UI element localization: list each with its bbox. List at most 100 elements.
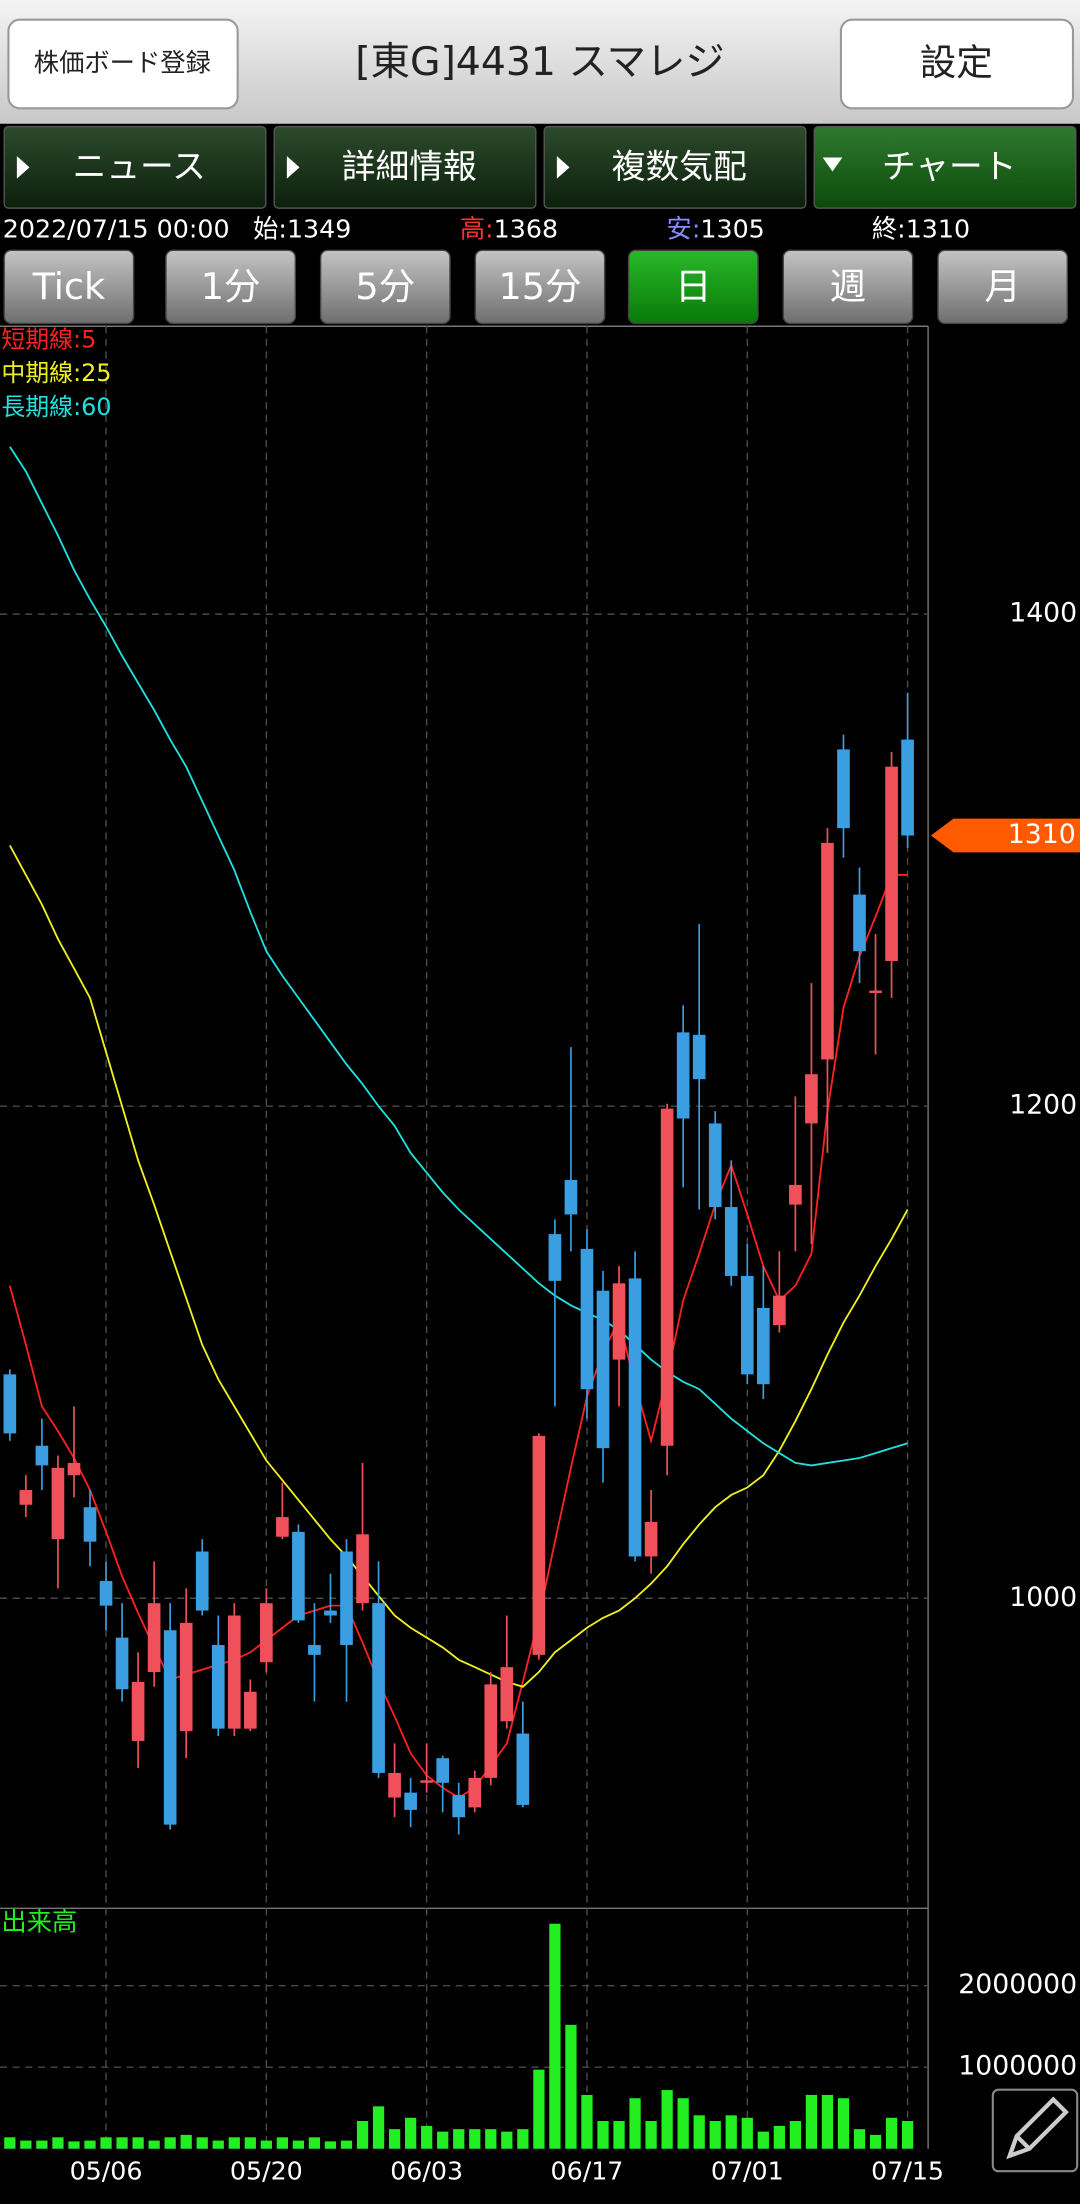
edit-button[interactable] <box>991 2088 1079 2173</box>
candle-body <box>115 1637 129 1690</box>
volume-bar <box>885 2117 898 2149</box>
tab[interactable]: チャート <box>813 125 1077 209</box>
timeframe-label: 15分 <box>498 265 581 308</box>
candle-body <box>372 1603 385 1773</box>
candle-body <box>853 894 866 952</box>
candle-body <box>885 766 898 962</box>
quote-datetime: 2022/07/15 00:00 <box>3 215 230 244</box>
candle-body <box>276 1517 289 1537</box>
candle-body <box>612 1283 626 1360</box>
candle-body <box>67 1462 81 1476</box>
tab-arrow <box>16 156 30 179</box>
candle-body <box>724 1207 738 1276</box>
volume-bar <box>36 2140 48 2149</box>
timeframe-button[interactable]: Tick <box>3 249 135 325</box>
quote-high-label: 高: <box>460 215 494 244</box>
y-tick-label: 1000 <box>1009 1582 1077 1613</box>
volume-bar <box>773 2125 785 2149</box>
tab[interactable]: 詳細情報 <box>273 125 537 209</box>
volume-bar <box>725 2115 737 2149</box>
candle-body <box>420 1780 433 1783</box>
volume-bar <box>84 2140 96 2149</box>
timeframe-button[interactable]: 5分 <box>319 249 451 325</box>
timeframe-label: 月 <box>984 265 1021 308</box>
candle-body <box>628 1278 642 1557</box>
candle-body <box>452 1795 466 1818</box>
timeframe-label: Tick <box>32 265 106 308</box>
timeframe-button[interactable]: 1分 <box>165 249 297 325</box>
candle-body <box>692 1034 706 1080</box>
candle-body <box>83 1507 97 1542</box>
board-button-label: 株価ボード登録 <box>34 49 211 78</box>
candle-body <box>243 1691 257 1729</box>
volume-bar <box>340 2140 353 2149</box>
y-tick-label: 1000000 <box>958 2051 1077 2082</box>
volume-bar <box>805 2094 818 2149</box>
volume-bar <box>228 2137 240 2149</box>
volume-bar <box>485 2129 497 2149</box>
tab-arrow <box>822 157 843 172</box>
volume-bar <box>869 2134 882 2149</box>
moving-average-line <box>9 446 908 1467</box>
timeframe-button[interactable]: 15分 <box>474 249 606 325</box>
candle-body <box>324 1610 337 1616</box>
candle-body <box>821 842 834 1060</box>
volume-bar <box>421 2125 433 2149</box>
candle-body <box>308 1645 321 1655</box>
tab[interactable]: 複数気配 <box>543 125 807 209</box>
volume-bar <box>469 2129 481 2149</box>
candle-body <box>179 1622 193 1732</box>
edit-button-frame <box>991 2088 1079 2173</box>
x-tick-label: 06/03 <box>390 2157 463 2186</box>
x-tick-label: 07/15 <box>871 2157 944 2186</box>
candle-body <box>3 1374 17 1434</box>
y-tick-label: 1400 <box>1009 598 1077 629</box>
volume-bar <box>629 2098 641 2149</box>
tab-label: 複数気配 <box>612 147 747 186</box>
candle-body <box>131 1681 145 1741</box>
tab-bg <box>813 125 1077 209</box>
candle-body <box>340 1551 353 1646</box>
candle-body <box>869 990 882 994</box>
settings-button[interactable] <box>839 18 1075 110</box>
board-button[interactable] <box>7 18 239 110</box>
candle-body <box>564 1179 578 1215</box>
timeframe-row: Tick 1分 5分 15分 日 週 月 <box>3 249 1069 325</box>
volume-bar <box>453 2129 465 2149</box>
volume-bar <box>196 2137 208 2149</box>
volume-bar <box>388 2129 401 2149</box>
legend-entry: 長期線:60 <box>1 393 111 421</box>
candle-body <box>532 1435 546 1655</box>
tab-row: ニュース 詳細情報 複数気配 チャート <box>3 125 1077 209</box>
volume-bar <box>244 2137 256 2149</box>
candle-body <box>436 1758 450 1783</box>
candle-body <box>99 1581 113 1606</box>
timeframe-button[interactable]: 月 <box>937 249 1069 325</box>
timeframe-button[interactable]: 週 <box>782 249 914 325</box>
volume-bar <box>4 2137 16 2149</box>
volume-bar <box>164 2137 176 2149</box>
x-tick-label: 05/06 <box>70 2157 143 2186</box>
volume-bar <box>677 2098 689 2149</box>
timeframe-label: 5分 <box>355 265 415 308</box>
volume-bar <box>501 2131 513 2149</box>
tab-bg <box>543 125 807 209</box>
timeframe-button[interactable]: 日 <box>627 249 759 325</box>
timeframe-bg <box>165 249 297 325</box>
quote-low-label: 安: <box>667 215 701 244</box>
timeframe-bg <box>474 249 606 325</box>
volume-bar <box>52 2137 64 2149</box>
tab[interactable]: ニュース <box>3 125 267 209</box>
pencil-icon <box>1006 2096 1069 2160</box>
tab-bg <box>273 125 537 209</box>
volume-bar <box>661 2090 673 2149</box>
settings-button-label: 設定 <box>920 41 993 84</box>
volume-bar <box>356 2121 369 2149</box>
candle-body <box>484 1684 498 1778</box>
quote-open: 1349 <box>287 215 351 244</box>
volume-bar <box>645 2121 657 2149</box>
volume-bar <box>308 2137 321 2149</box>
candle-body <box>516 1733 530 1805</box>
panel-title: 出来高 <box>1 1908 77 1937</box>
